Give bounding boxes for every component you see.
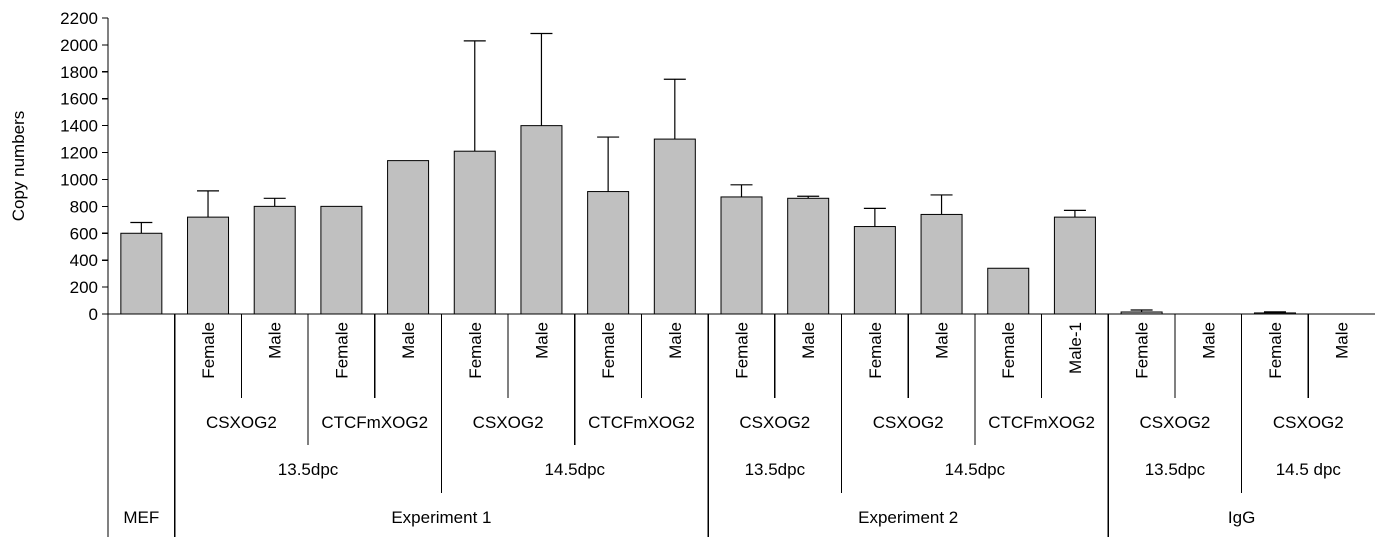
bar xyxy=(587,191,630,315)
category-label: Male xyxy=(532,322,551,359)
category-label: Male xyxy=(933,322,952,359)
y-tick-label: 1000 xyxy=(60,170,98,189)
error-bar xyxy=(463,40,486,152)
error-bar xyxy=(797,195,820,199)
error-bar xyxy=(863,207,886,227)
error-bar xyxy=(1063,209,1086,218)
group-label-experiment: Experiment 1 xyxy=(391,508,491,527)
group-label-construct: CSXOG2 xyxy=(206,413,277,432)
error-bar xyxy=(263,197,286,207)
group-label-construct: CSXOG2 xyxy=(1140,413,1211,432)
category-label: Male xyxy=(666,322,685,359)
bar xyxy=(520,125,563,315)
error-bar xyxy=(130,221,153,234)
bar xyxy=(653,138,696,315)
y-axis: 0 200 400 600 800 1000 1200 1400 1600 1800 2000 220… xyxy=(60,9,109,324)
error-bar xyxy=(930,194,953,215)
category-label: Male xyxy=(266,322,285,359)
y-tick-label: 0 xyxy=(89,305,98,324)
error-bar xyxy=(597,136,620,192)
category-label: Male xyxy=(399,322,418,359)
category-label: Male-1 xyxy=(1066,322,1085,374)
category-label: Female xyxy=(733,322,752,379)
error-bar xyxy=(730,184,753,197)
bars-group xyxy=(108,125,1375,315)
bar xyxy=(320,205,363,315)
category-label: Female xyxy=(999,322,1018,379)
y-tick-label: 400 xyxy=(70,251,98,270)
error-bars-group xyxy=(130,32,1286,313)
category-label: Female xyxy=(599,322,618,379)
category-label: Female xyxy=(1266,322,1285,379)
y-tick-label: 600 xyxy=(70,224,98,243)
bar xyxy=(853,226,896,315)
error-bar xyxy=(530,32,553,126)
y-tick-label: 1600 xyxy=(60,90,98,109)
group-label-construct: CTCFmXOG2 xyxy=(321,413,428,432)
group-label-stage: 13.5dpc xyxy=(278,460,339,479)
y-tick-label: 2200 xyxy=(60,9,98,28)
bar xyxy=(453,150,496,315)
group-label-construct: CTCFmXOG2 xyxy=(588,413,695,432)
category-label: Female xyxy=(1133,322,1152,379)
group-label-construct: CSXOG2 xyxy=(739,413,810,432)
y-tick-label: 1200 xyxy=(60,144,98,163)
category-label: Female xyxy=(332,322,351,379)
bar xyxy=(987,267,1030,315)
bar xyxy=(253,205,296,315)
group-label-stage: 14.5 dpc xyxy=(1276,460,1342,479)
group-label-experiment: MEF xyxy=(123,508,159,527)
group-label-stage: 13.5dpc xyxy=(745,460,806,479)
group-label-stage: 14.5dpc xyxy=(545,460,606,479)
category-label: Female xyxy=(199,322,218,379)
y-tick-label: 1400 xyxy=(60,117,98,136)
group-label-construct: CSXOG2 xyxy=(473,413,544,432)
category-label: Female xyxy=(866,322,885,379)
group-label-experiment: Experiment 2 xyxy=(858,508,958,527)
y-tick-label: 200 xyxy=(70,278,98,297)
category-table: Female Male Female Male Female Male Female Male… xyxy=(107,314,1352,537)
group-label-stage: 13.5dpc xyxy=(1145,460,1206,479)
error-bar xyxy=(1130,309,1153,312)
y-axis-title: Copy numbers xyxy=(9,111,28,222)
bar xyxy=(387,160,430,315)
category-label: Female xyxy=(466,322,485,379)
y-tick-label: 800 xyxy=(70,197,98,216)
error-bar xyxy=(1263,311,1286,313)
group-label-experiment: IgG xyxy=(1228,508,1255,527)
bar xyxy=(1053,216,1096,315)
bar xyxy=(187,216,230,315)
error-bar xyxy=(663,78,686,140)
category-label: Male xyxy=(1333,322,1352,359)
category-label: Male xyxy=(799,322,818,359)
bar xyxy=(720,196,763,315)
bar xyxy=(120,232,163,315)
error-bar xyxy=(197,190,220,218)
group-label-construct: CTCFmXOG2 xyxy=(988,413,1095,432)
group-label-stage: 14.5dpc xyxy=(945,460,1006,479)
bar xyxy=(787,197,830,315)
y-tick-label: 2000 xyxy=(60,36,98,55)
category-label: Male xyxy=(1199,322,1218,359)
group-label-construct: CSXOG2 xyxy=(1273,413,1344,432)
y-tick-label: 1800 xyxy=(60,63,98,82)
group-label-construct: CSXOG2 xyxy=(873,413,944,432)
bar xyxy=(920,213,963,315)
